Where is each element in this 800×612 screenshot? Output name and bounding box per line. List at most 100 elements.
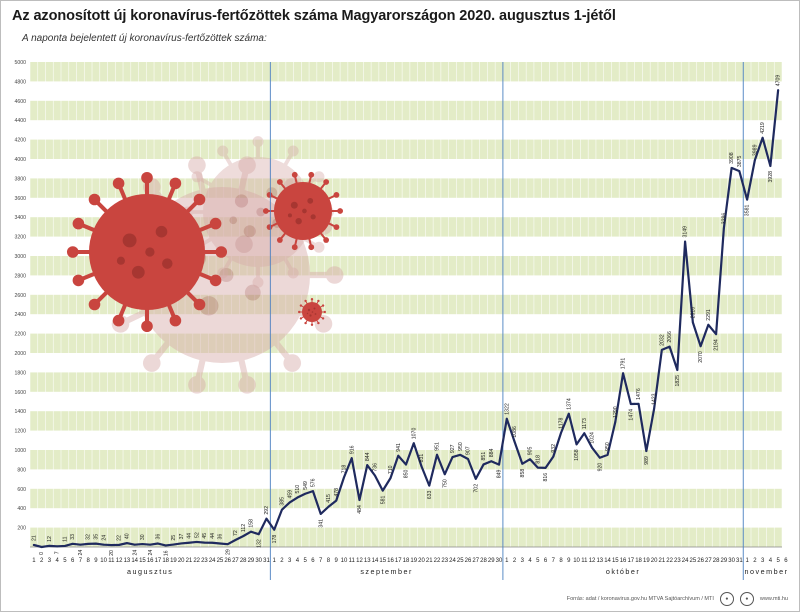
data-point: [226, 543, 229, 546]
grid-band: [30, 411, 782, 431]
data-label: 907: [466, 446, 472, 455]
data-point: [180, 542, 183, 545]
data-point: [544, 466, 547, 469]
virus-spike-tip: [308, 171, 315, 178]
data-label: 1791: [621, 358, 627, 370]
x-tick-label: 6: [311, 558, 315, 564]
data-label: 3581: [745, 205, 751, 217]
data-label: 2194: [714, 339, 720, 351]
x-tick-label: 10: [341, 558, 348, 564]
data-label: 831: [419, 454, 425, 463]
data-label: 1173: [582, 418, 588, 429]
data-point: [56, 545, 59, 548]
grid-band: [30, 450, 782, 470]
virus-spike-tip: [333, 224, 340, 231]
data-point: [296, 496, 299, 499]
data-label: 24: [132, 550, 138, 556]
x-tick-label: 17: [155, 558, 162, 564]
x-tick-label: 8: [86, 558, 90, 564]
grid-band: [30, 372, 782, 392]
grid-band: [30, 294, 782, 315]
data-label: 844: [365, 452, 371, 461]
virus-body: [203, 157, 313, 267]
virus-spot: [234, 194, 249, 208]
month-dividers: [269, 62, 744, 580]
x-tick-label: 6: [71, 558, 75, 564]
data-point: [335, 499, 338, 502]
virus-spot: [145, 247, 155, 257]
data-point: [513, 440, 516, 443]
x-tick-label: 1: [273, 558, 277, 564]
data-point: [412, 442, 415, 445]
mti-logo-icon: ●: [719, 592, 734, 606]
data-label: 7: [55, 551, 61, 554]
x-tick-label: 15: [612, 558, 619, 564]
data-label: 44: [210, 533, 216, 539]
data-point: [389, 477, 392, 480]
footer: Forrás: adat / koronavirus.gov.hu MTVA S…: [567, 592, 788, 606]
x-tick-label: 12: [356, 558, 363, 564]
x-tick-label: 8: [327, 558, 331, 564]
data-point: [40, 546, 43, 548]
virus-spike-tip: [276, 237, 283, 243]
virus-spike-tip: [112, 177, 125, 190]
virus-spot: [314, 313, 317, 315]
y-tick-label: 1200: [14, 429, 26, 435]
data-point: [591, 446, 593, 449]
x-tick-label: 20: [178, 558, 185, 564]
virus-spike-tip: [66, 246, 79, 258]
virus-spike-tip: [72, 217, 85, 230]
data-label: 905: [528, 446, 534, 455]
data-label: 22: [117, 535, 123, 541]
data-point: [273, 528, 276, 531]
data-label: 884: [489, 448, 495, 457]
data-label: 44: [187, 533, 193, 539]
source-note: Forrás: adat / koronavirus.gov.hu MTVA S…: [566, 596, 714, 602]
y-tick-label: 2600: [14, 293, 26, 299]
data-point: [397, 454, 400, 457]
virus-spike-tip: [112, 314, 125, 327]
x-tick-label: 30: [496, 558, 503, 564]
data-label: 385: [280, 497, 286, 506]
data-label: 478: [334, 488, 340, 497]
x-tick-label: 25: [217, 558, 224, 564]
y-tick-label: 4600: [14, 99, 26, 105]
x-tick-label: 21: [658, 558, 665, 564]
data-label: 32: [86, 534, 92, 540]
x-tick-label: 12: [116, 558, 123, 564]
data-label: 1058: [574, 449, 580, 461]
y-tick-label: 2400: [14, 312, 26, 318]
virus-spike-tip: [321, 317, 325, 320]
data-label: 951: [435, 442, 441, 451]
x-tick-label: 4: [528, 558, 532, 564]
x-tick-label: 23: [201, 558, 208, 564]
x-tick-label: 1: [505, 558, 509, 564]
virus-spike: [193, 349, 208, 388]
grid-band: [30, 333, 782, 353]
data-label: 132: [256, 539, 262, 548]
data-label: 158: [249, 519, 255, 528]
data-label: 858: [520, 469, 526, 478]
x-tick-label: 14: [131, 558, 138, 564]
data-label: 112: [241, 524, 247, 532]
x-tick-label: 7: [552, 558, 556, 564]
virus-spot: [122, 233, 137, 248]
grid-band: [30, 488, 782, 509]
data-point: [474, 478, 477, 480]
data-label: 3908: [729, 152, 735, 164]
virus-spot: [116, 256, 125, 265]
data-label: 3989: [752, 144, 758, 156]
data-label: 29: [225, 549, 231, 555]
data-label: 718: [342, 465, 348, 474]
x-tick-label: 19: [170, 558, 177, 564]
virus-spike-tip: [72, 274, 85, 287]
virus-spike-tip: [321, 304, 325, 307]
y-tick-label: 3200: [14, 235, 26, 241]
virus-spike-tip: [299, 317, 303, 320]
data-label: 576: [311, 478, 317, 487]
virus-spike-tip: [169, 177, 182, 190]
chart-subtitle: A naponta bejelentett új koronavírus-fer…: [22, 33, 267, 44]
virus-spike-tip: [238, 376, 256, 394]
grid-band: [30, 256, 782, 276]
x-tick-label: 10: [100, 558, 107, 564]
